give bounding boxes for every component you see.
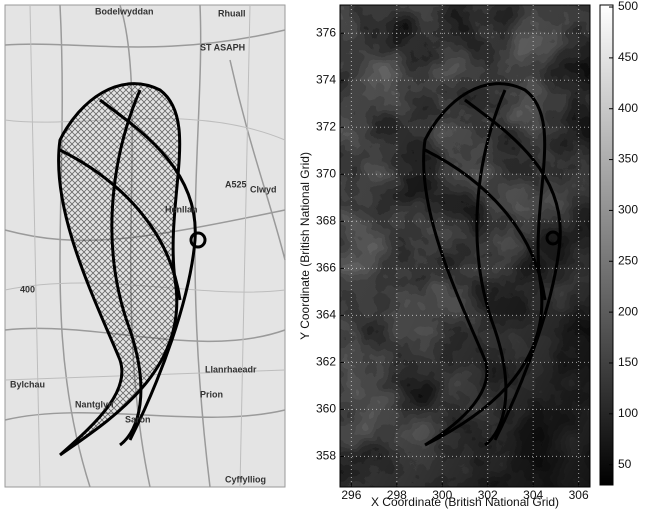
map-label: Nantglyn: [75, 399, 114, 409]
colorbar-tick-label: 450: [618, 50, 638, 64]
y-tick-label: 370: [316, 166, 336, 180]
colorbar-tick-label: 200: [618, 304, 638, 318]
map-label: Bodelwyddan: [95, 6, 154, 16]
y-tick-label: 374: [316, 72, 336, 86]
colorbar: [600, 5, 613, 485]
colorbar-tick-label: 350: [618, 152, 638, 166]
colorbar-tick-label: 50: [618, 457, 632, 471]
y-tick-label: 362: [316, 355, 336, 369]
map-label: Henllan: [165, 204, 198, 214]
map-label: Llanrhaeadr: [205, 364, 257, 374]
map-label: ST ASAPH: [200, 42, 245, 52]
map-label: Rhuall: [218, 8, 246, 18]
terrain-field: [340, 5, 590, 487]
colorbar-tick-label: 100: [618, 406, 638, 420]
y-tick-label: 366: [316, 261, 336, 275]
map-label: Saron: [125, 414, 151, 424]
y-tick-label: 372: [316, 119, 336, 133]
colorbar-tick-label: 500: [618, 0, 638, 13]
x-tick-label: 296: [341, 488, 361, 502]
figure: Bodelwyddan ST ASAPH Rhuall A525 Henllan Clwy…: [0, 0, 656, 510]
y-tick-label: 376: [316, 25, 336, 39]
x-tick-label: 306: [569, 488, 589, 502]
colorbar-tick-label: 300: [618, 203, 638, 217]
map-label: Bylchau: [10, 379, 45, 389]
x-tick-label: 300: [432, 488, 452, 502]
y-tick-label: 360: [316, 402, 336, 416]
colorbar-tick-label: 150: [618, 355, 638, 369]
map-label: Prion: [200, 389, 223, 399]
map: Bodelwyddan ST ASAPH Rhuall A525 Henllan Clwy…: [5, 5, 285, 487]
y-axis-label: Y Coordinate (British National Grid): [298, 152, 312, 340]
colorbar-tick-label: 400: [618, 101, 638, 115]
x-tick-label: 302: [478, 488, 498, 502]
map-label: Clwyd: [250, 184, 277, 194]
map-label: 400: [20, 284, 35, 294]
y-tick-label: 368: [316, 213, 336, 227]
y-tick-label: 358: [316, 449, 336, 463]
map-label: Cyffylliog: [225, 474, 266, 484]
colorbar-tick-label: 250: [618, 253, 638, 267]
x-tick-label: 304: [523, 488, 543, 502]
y-tick-label: 364: [316, 308, 336, 322]
x-tick-label: 298: [387, 488, 407, 502]
map-label: A525: [225, 179, 247, 189]
